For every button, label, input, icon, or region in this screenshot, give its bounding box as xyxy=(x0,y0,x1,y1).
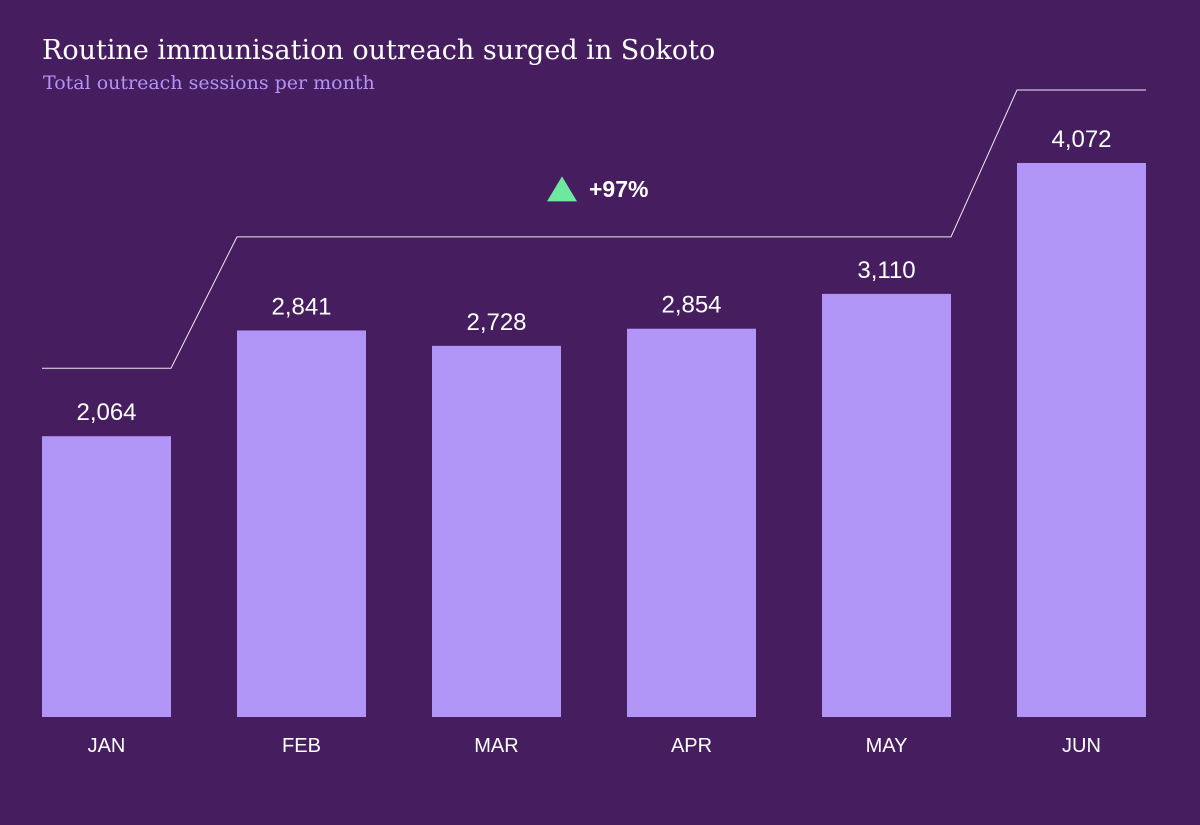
bar-jan xyxy=(42,436,171,717)
value-label-apr: 2,854 xyxy=(661,292,721,319)
value-label-jan: 2,064 xyxy=(76,399,136,426)
category-label-jun: JUN xyxy=(1062,735,1101,757)
bar-jun xyxy=(1017,163,1146,717)
value-label-feb: 2,841 xyxy=(271,293,331,320)
category-label-may: MAY xyxy=(866,735,908,757)
bar-mar xyxy=(432,345,561,717)
value-label-may: 3,110 xyxy=(857,257,915,284)
category-label-apr: APR xyxy=(671,735,712,757)
change-connector-line xyxy=(42,89,1146,369)
change-annotation-label: +97% xyxy=(589,176,648,202)
category-label-jan: JAN xyxy=(88,735,126,757)
bar-feb xyxy=(237,330,366,717)
chart-title: Routine immunisation outreach surged in … xyxy=(42,35,716,66)
chart-subtitle: Total outreach sessions per month xyxy=(43,72,375,94)
bar-apr xyxy=(627,328,756,717)
value-label-mar: 2,728 xyxy=(466,309,526,336)
category-label-mar: MAR xyxy=(474,735,518,757)
category-label-feb: FEB xyxy=(282,735,321,757)
bar-may xyxy=(822,293,951,717)
value-label-jun: 4,072 xyxy=(1051,126,1111,153)
up-arrow-icon xyxy=(547,176,577,202)
